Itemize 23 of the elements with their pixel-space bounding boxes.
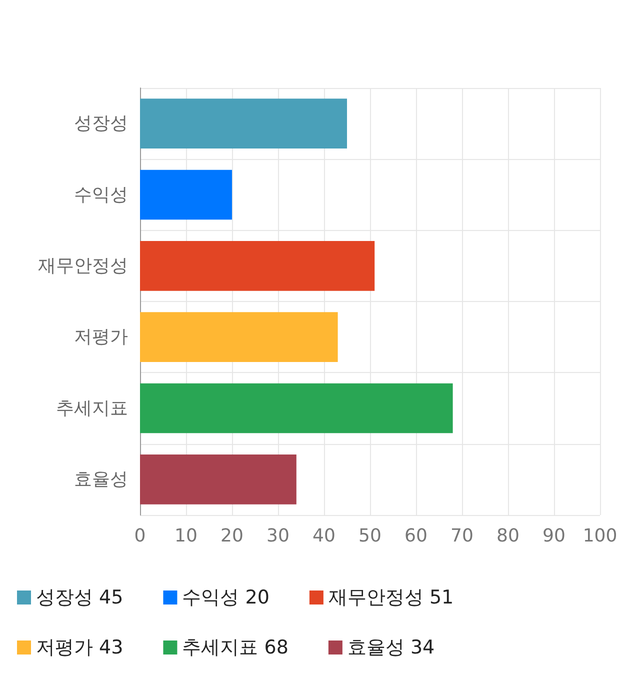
- y-tick-label: 성장성: [74, 113, 128, 134]
- x-tick-label: 70: [450, 526, 474, 546]
- x-tick-label: 20: [220, 526, 244, 546]
- y-tick-label: 재무안정성: [38, 255, 128, 276]
- x-tick-label: 90: [542, 526, 566, 546]
- legend-label: 재무안정성 51: [328, 586, 454, 608]
- y-tick-label: 저평가: [74, 326, 128, 348]
- x-tick-label: 60: [404, 526, 428, 546]
- legend-label: 효율성 34: [347, 636, 435, 658]
- x-tick-label: 80: [496, 526, 520, 546]
- legend-label: 수익성 20: [182, 586, 270, 608]
- x-tick-label: 30: [266, 526, 290, 546]
- x-tick-label: 10: [174, 526, 198, 546]
- legend-label: 저평가 43: [36, 636, 124, 658]
- y-tick-label: 효율성: [74, 468, 128, 490]
- legend-label: 추세지표 68: [182, 636, 288, 658]
- x-tick-label: 100: [582, 526, 618, 546]
- legend-label: 성장성 45: [36, 586, 124, 608]
- x-tick-label: 0: [134, 526, 146, 546]
- y-tick-label: 수익성: [74, 184, 128, 206]
- x-tick-label: 50: [358, 526, 382, 546]
- x-tick-label: 40: [312, 526, 336, 546]
- y-tick-label: 추세지표: [56, 398, 128, 419]
